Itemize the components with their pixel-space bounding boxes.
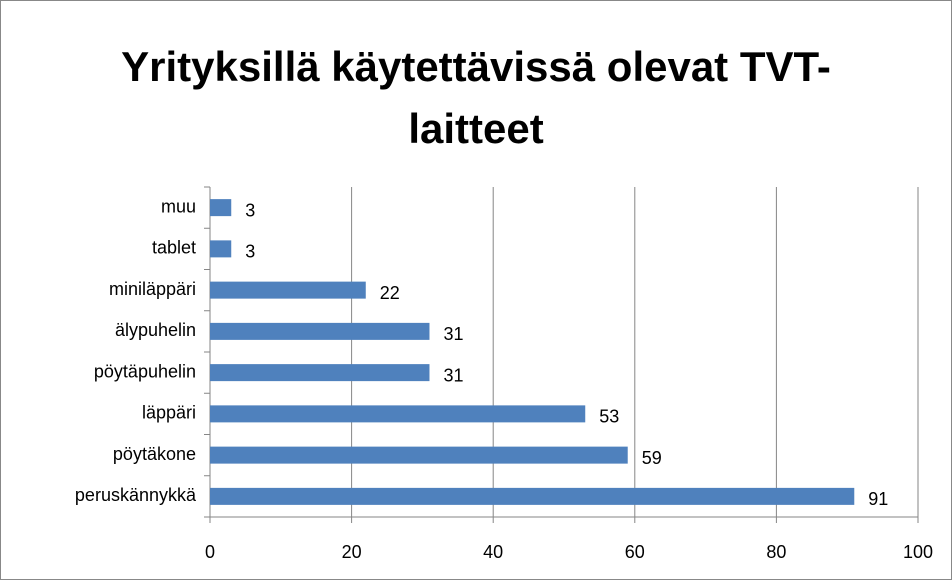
y-tick-label: peruskännykkä (75, 485, 197, 505)
y-tick-label: älypuhelin (115, 320, 196, 340)
data-label: 22 (380, 283, 400, 303)
y-tick-label: miniläppäri (109, 279, 196, 299)
x-tick-label: 0 (205, 542, 215, 562)
x-tick-label: 60 (625, 542, 645, 562)
data-label: 3 (245, 200, 255, 220)
data-label: 31 (443, 365, 463, 385)
data-label: 91 (868, 489, 888, 509)
data-label: 53 (599, 407, 619, 427)
x-tick-label: 100 (903, 542, 933, 562)
y-tick-label: muu (161, 196, 196, 216)
bar (210, 364, 430, 382)
bar (210, 199, 232, 217)
bar (210, 281, 366, 299)
bar (210, 405, 586, 423)
y-tick-label: tablet (152, 238, 196, 258)
y-tick-label: läppäri (142, 403, 196, 423)
y-tick-label: pöytäkone (113, 444, 196, 464)
x-tick-label: 20 (342, 542, 362, 562)
x-tick-label: 40 (483, 542, 503, 562)
bar (210, 487, 855, 505)
bar (210, 322, 430, 340)
bar (210, 240, 232, 258)
data-label: 31 (443, 324, 463, 344)
x-tick-label: 80 (766, 542, 786, 562)
data-label: 3 (245, 242, 255, 262)
bar (210, 446, 628, 464)
y-tick-label: pöytäpuhelin (94, 361, 196, 381)
data-label: 59 (642, 448, 662, 468)
chart-title: Yrityksillä käytettävissä olevat TVT-lai… (121, 43, 831, 152)
